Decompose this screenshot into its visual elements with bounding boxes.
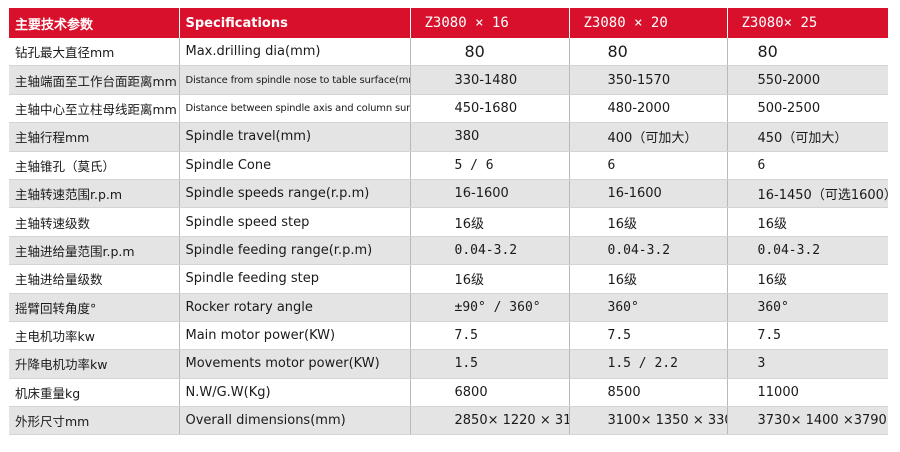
value-model-3: 3730× 1400 ×3790 (727, 406, 888, 436)
header-row: 主要技术参数 Specifications Z3080 × 16 Z3080 ×… (9, 8, 888, 38)
param-en: Movements motor power(KW) (179, 349, 411, 379)
value-model-1: 330-1480 (410, 65, 570, 95)
value-model-3: 6 (727, 151, 888, 180)
param-en: Distance from spindle nose to table surf… (179, 65, 411, 95)
param-en: Spindle feeding step (179, 264, 411, 294)
value-model-1: 16级 (410, 264, 570, 294)
table-row: 外形尺寸mm Overall dimensions(mm) 2850× 1220 ×… (9, 406, 888, 436)
table-row: 主轴行程mm Spindle travel(mm) 380 400（可加大） 450（可… (9, 122, 888, 152)
param-cn: 主轴转速范围r.p.m (9, 179, 180, 209)
param-en: Distance between spindle axis and column… (179, 94, 411, 124)
value-model-3: 16级 (727, 207, 888, 237)
table-row: 钻孔最大直径mm Max.drilling dia(mm) 80 80 80 (9, 38, 888, 67)
value-model-1: 7.5 (410, 321, 570, 351)
value-model-2: 16级 (569, 264, 728, 294)
value-model-3: 450（可加大） (727, 122, 888, 152)
value-model-1: 16级 (410, 207, 570, 237)
value-model-1: 0.04-3.2 (410, 236, 570, 266)
value-model-1: 380 (410, 122, 570, 152)
value-model-2: 16-1600 (569, 179, 728, 209)
param-en: Max.drilling dia(mm) (179, 38, 411, 67)
param-cn: 主轴进给量级数 (9, 264, 180, 294)
table-row: 主轴进给量范围r.p.m Spindle feeding range(r.p.m)… (9, 236, 888, 266)
table-row: 主轴中心至立柱母线距离mm Distance between spindle ax… (9, 94, 888, 124)
param-cn: 主轴锥孔（莫氏） (9, 151, 180, 180)
value-model-2: 400（可加大） (569, 122, 728, 152)
value-model-2: 80 (569, 38, 728, 67)
param-cn: 外形尺寸mm (9, 406, 180, 436)
value-model-1: 450-1680 (410, 94, 570, 124)
table-row: 主轴转速级数 Spindle speed step 16级 16级 16级 (9, 207, 888, 237)
table-row: 升降电机功率kw Movements motor power(KW) 1.5 1.5 … (9, 349, 888, 379)
value-model-3: 0.04-3.2 (727, 236, 888, 266)
value-model-2: 7.5 (569, 321, 728, 351)
param-en: Spindle feeding range(r.p.m) (179, 236, 411, 266)
value-model-2: 360° (569, 293, 728, 322)
param-cn: 主轴进给量范围r.p.m (9, 236, 180, 266)
value-model-2: 6 (569, 151, 728, 180)
param-en: N.W/G.W(Kg) (179, 378, 411, 408)
table-row: 摇臂回转角度° Rocker rotary angle ±90° / 360° 360… (9, 293, 888, 322)
value-model-2: 16级 (569, 207, 728, 237)
value-model-3: 80 (727, 38, 888, 67)
value-model-1: 1.5 (410, 349, 570, 379)
param-en: Spindle speed step (179, 207, 411, 237)
value-model-1: 5 / 6 (410, 151, 570, 180)
param-cn: 主电机功率kw (9, 321, 180, 351)
value-model-2: 3100× 1350 × 3300 (569, 406, 728, 436)
table-row: 主电机功率kw Main motor power(KW) 7.5 7.5 7.5 (9, 321, 888, 351)
value-model-3: 360° (727, 293, 888, 322)
table-row: 机床重量kg N.W/G.W(Kg) 6800 8500 11000 (9, 378, 888, 408)
param-en: Spindle travel(mm) (179, 122, 411, 152)
value-model-3: 7.5 (727, 321, 888, 351)
param-cn: 主轴中心至立柱母线距离mm (9, 94, 180, 124)
param-cn: 主轴转速级数 (9, 207, 180, 237)
value-model-3: 16级 (727, 264, 888, 294)
value-model-2: 350-1570 (569, 65, 728, 95)
spec-table: 主要技术参数 Specifications Z3080 × 16 Z3080 ×… (9, 8, 888, 436)
param-cn: 主轴行程mm (9, 122, 180, 152)
header-model-3: Z3080× 25 (727, 8, 888, 38)
param-cn: 升降电机功率kw (9, 349, 180, 379)
header-param-en: Specifications (179, 8, 411, 38)
param-en: Rocker rotary angle (179, 293, 411, 322)
value-model-1: 6800 (410, 378, 570, 408)
param-cn: 主轴端面至工作台面距离mm (9, 65, 180, 95)
value-model-3: 500-2500 (727, 94, 888, 124)
param-en: Overall dimensions(mm) (179, 406, 411, 436)
param-cn: 钻孔最大直径mm (9, 38, 180, 67)
value-model-3: 11000 (727, 378, 888, 408)
value-model-3: 3 (727, 349, 888, 379)
value-model-1: 2850× 1220 × 3100 (410, 406, 570, 436)
value-model-3: 550-2000 (727, 65, 888, 95)
table-row: 主轴端面至工作台面距离mm Distance from spindle nose … (9, 65, 888, 95)
spec-body: 钻孔最大直径mm Max.drilling dia(mm) 80 80 80 主轴端面至工… (9, 38, 888, 436)
value-model-3: 16-1450（可选1600） (727, 179, 888, 209)
table-row: 主轴转速范围r.p.m Spindle speeds range(r.p.m) 16… (9, 179, 888, 209)
table-row: 主轴进给量级数 Spindle feeding step 16级 16级 16级 (9, 264, 888, 294)
param-cn: 摇臂回转角度° (9, 293, 180, 322)
param-en: Spindle speeds range(r.p.m) (179, 179, 411, 209)
value-model-2: 0.04-3.2 (569, 236, 728, 266)
value-model-1: 80 (410, 38, 570, 67)
header-model-2: Z3080 × 20 (569, 8, 728, 38)
param-cn: 机床重量kg (9, 378, 180, 408)
value-model-2: 1.5 / 2.2 (569, 349, 728, 379)
value-model-2: 8500 (569, 378, 728, 408)
value-model-1: 16-1600 (410, 179, 570, 209)
value-model-1: ±90° / 360° (410, 293, 570, 322)
param-en: Main motor power(KW) (179, 321, 411, 351)
param-en: Spindle Cone (179, 151, 411, 180)
header-param-cn: 主要技术参数 (9, 8, 180, 38)
header-model-1: Z3080 × 16 (410, 8, 570, 38)
value-model-2: 480-2000 (569, 94, 728, 124)
